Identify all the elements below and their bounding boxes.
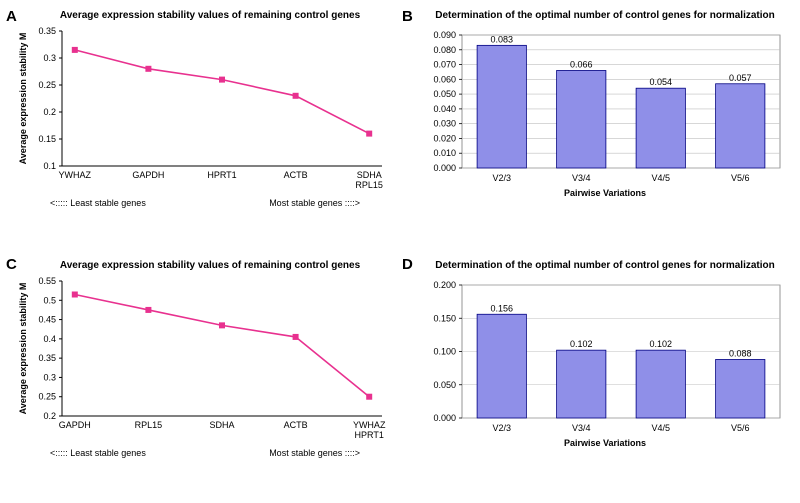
svg-text:0.090: 0.090 (433, 30, 456, 40)
panel-d-xlabel: Pairwise Variations (450, 438, 760, 448)
svg-text:RPL15: RPL15 (135, 420, 163, 430)
svg-text:0.5: 0.5 (43, 295, 56, 305)
panel-a-chart: 0.1 0.15 0.2 0.25 0.3 0.35 Average expression … (12, 23, 392, 198)
annot-least: <::::: Least stable genes (50, 198, 146, 208)
svg-text:0.25: 0.25 (38, 392, 56, 402)
svg-text:0.066: 0.066 (570, 59, 593, 69)
panel-c-annot: <::::: Least stable genes Most stable ge… (50, 448, 360, 458)
svg-text:V3/4: V3/4 (572, 173, 591, 183)
svg-text:RPL15: RPL15 (355, 180, 383, 190)
svg-text:V5/6: V5/6 (731, 423, 750, 433)
svg-text:0.102: 0.102 (570, 339, 593, 349)
panel-d-title: Determination of the optimal number of c… (420, 260, 790, 271)
svg-text:0.070: 0.070 (433, 60, 456, 70)
annot-most: Most stable genes ::::> (269, 198, 360, 208)
panel-b-label: B (402, 8, 413, 25)
panel-c-title: Average expression stability values of r… (30, 260, 390, 271)
svg-text:V2/3: V2/3 (492, 173, 511, 183)
svg-text:0.1: 0.1 (43, 161, 56, 171)
annot-least: <::::: Least stable genes (50, 448, 146, 458)
svg-text:GAPDH: GAPDH (59, 420, 91, 430)
svg-text:0.25: 0.25 (38, 80, 56, 90)
panel-a-title: Average expression stability values of r… (30, 10, 390, 21)
svg-text:0.050: 0.050 (433, 380, 456, 390)
panel-b-xlabel: Pairwise Variations (450, 188, 760, 198)
svg-text:V2/3: V2/3 (492, 423, 511, 433)
figure-page: A Average expression stability values of… (0, 0, 800, 503)
svg-text:0.050: 0.050 (433, 89, 456, 99)
svg-text:0.040: 0.040 (433, 104, 456, 114)
svg-text:0.054: 0.054 (649, 77, 672, 87)
svg-text:SDHA: SDHA (209, 420, 234, 430)
panel-a-label: A (6, 8, 17, 25)
svg-text:0.45: 0.45 (38, 315, 56, 325)
panel-b: B Determination of the optimal number of… (400, 0, 800, 250)
svg-text:0.150: 0.150 (433, 313, 456, 323)
panel-a-annot: <::::: Least stable genes Most stable ge… (50, 198, 360, 208)
svg-text:0.083: 0.083 (490, 34, 513, 44)
svg-text:0.057: 0.057 (729, 73, 752, 83)
svg-text:0.000: 0.000 (433, 163, 456, 173)
svg-text:V4/5: V4/5 (651, 173, 670, 183)
svg-text:ACTB: ACTB (284, 420, 308, 430)
svg-text:0.100: 0.100 (433, 347, 456, 357)
svg-text:YWHAZ: YWHAZ (353, 420, 386, 430)
panel-c-chart: 0.2 0.25 0.3 0.35 0.4 0.45 0.5 0.55 Average expr… (12, 273, 392, 448)
svg-text:0.15: 0.15 (38, 134, 56, 144)
svg-text:0.4: 0.4 (43, 334, 56, 344)
svg-text:V4/5: V4/5 (651, 423, 670, 433)
svg-text:0.200: 0.200 (433, 280, 456, 290)
svg-text:0.030: 0.030 (433, 119, 456, 129)
panel-d-label: D (402, 256, 413, 273)
svg-text:0.102: 0.102 (649, 339, 672, 349)
svg-text:0.35: 0.35 (38, 26, 56, 36)
svg-text:V5/6: V5/6 (731, 173, 750, 183)
svg-text:GAPDH: GAPDH (132, 170, 164, 180)
svg-text:Average expression stability M: Average expression stability M (18, 33, 28, 165)
svg-text:0.2: 0.2 (43, 411, 56, 421)
panel-b-title: Determination of the optimal number of c… (420, 10, 790, 21)
svg-text:0.000: 0.000 (433, 413, 456, 423)
svg-text:ACTB: ACTB (284, 170, 308, 180)
svg-text:SDHA: SDHA (357, 170, 382, 180)
svg-text:YWHAZ: YWHAZ (59, 170, 92, 180)
svg-text:0.156: 0.156 (490, 303, 513, 313)
svg-text:0.020: 0.020 (433, 133, 456, 143)
svg-text:0.55: 0.55 (38, 276, 56, 286)
svg-text:HPRT1: HPRT1 (355, 430, 384, 440)
panel-c-label: C (6, 256, 17, 273)
annot-most: Most stable genes ::::> (269, 448, 360, 458)
svg-text:0.35: 0.35 (38, 353, 56, 363)
svg-text:0.2: 0.2 (43, 107, 56, 117)
svg-text:0.3: 0.3 (43, 372, 56, 382)
panel-a: A Average expression stability values of… (0, 0, 400, 250)
panel-d-chart: 0.000 0.050 0.100 0.150 0.200 0.156 V2/3 0.102 V… (412, 273, 792, 438)
panel-b-chart: 0.000 0.010 0.020 0.030 0.040 0.050 0.060 0.070… (412, 23, 792, 188)
svg-text:0.010: 0.010 (433, 148, 456, 158)
panel-c: C Average expression stability values of… (0, 252, 400, 502)
svg-text:0.088: 0.088 (729, 348, 752, 358)
svg-text:Average expression stability M: Average expression stability M (18, 283, 28, 415)
svg-text:0.080: 0.080 (433, 45, 456, 55)
svg-text:HPRT1: HPRT1 (207, 170, 236, 180)
svg-text:0.3: 0.3 (43, 53, 56, 63)
panel-d: D Determination of the optimal number of… (400, 252, 800, 502)
svg-text:0.060: 0.060 (433, 74, 456, 84)
svg-text:V3/4: V3/4 (572, 423, 591, 433)
